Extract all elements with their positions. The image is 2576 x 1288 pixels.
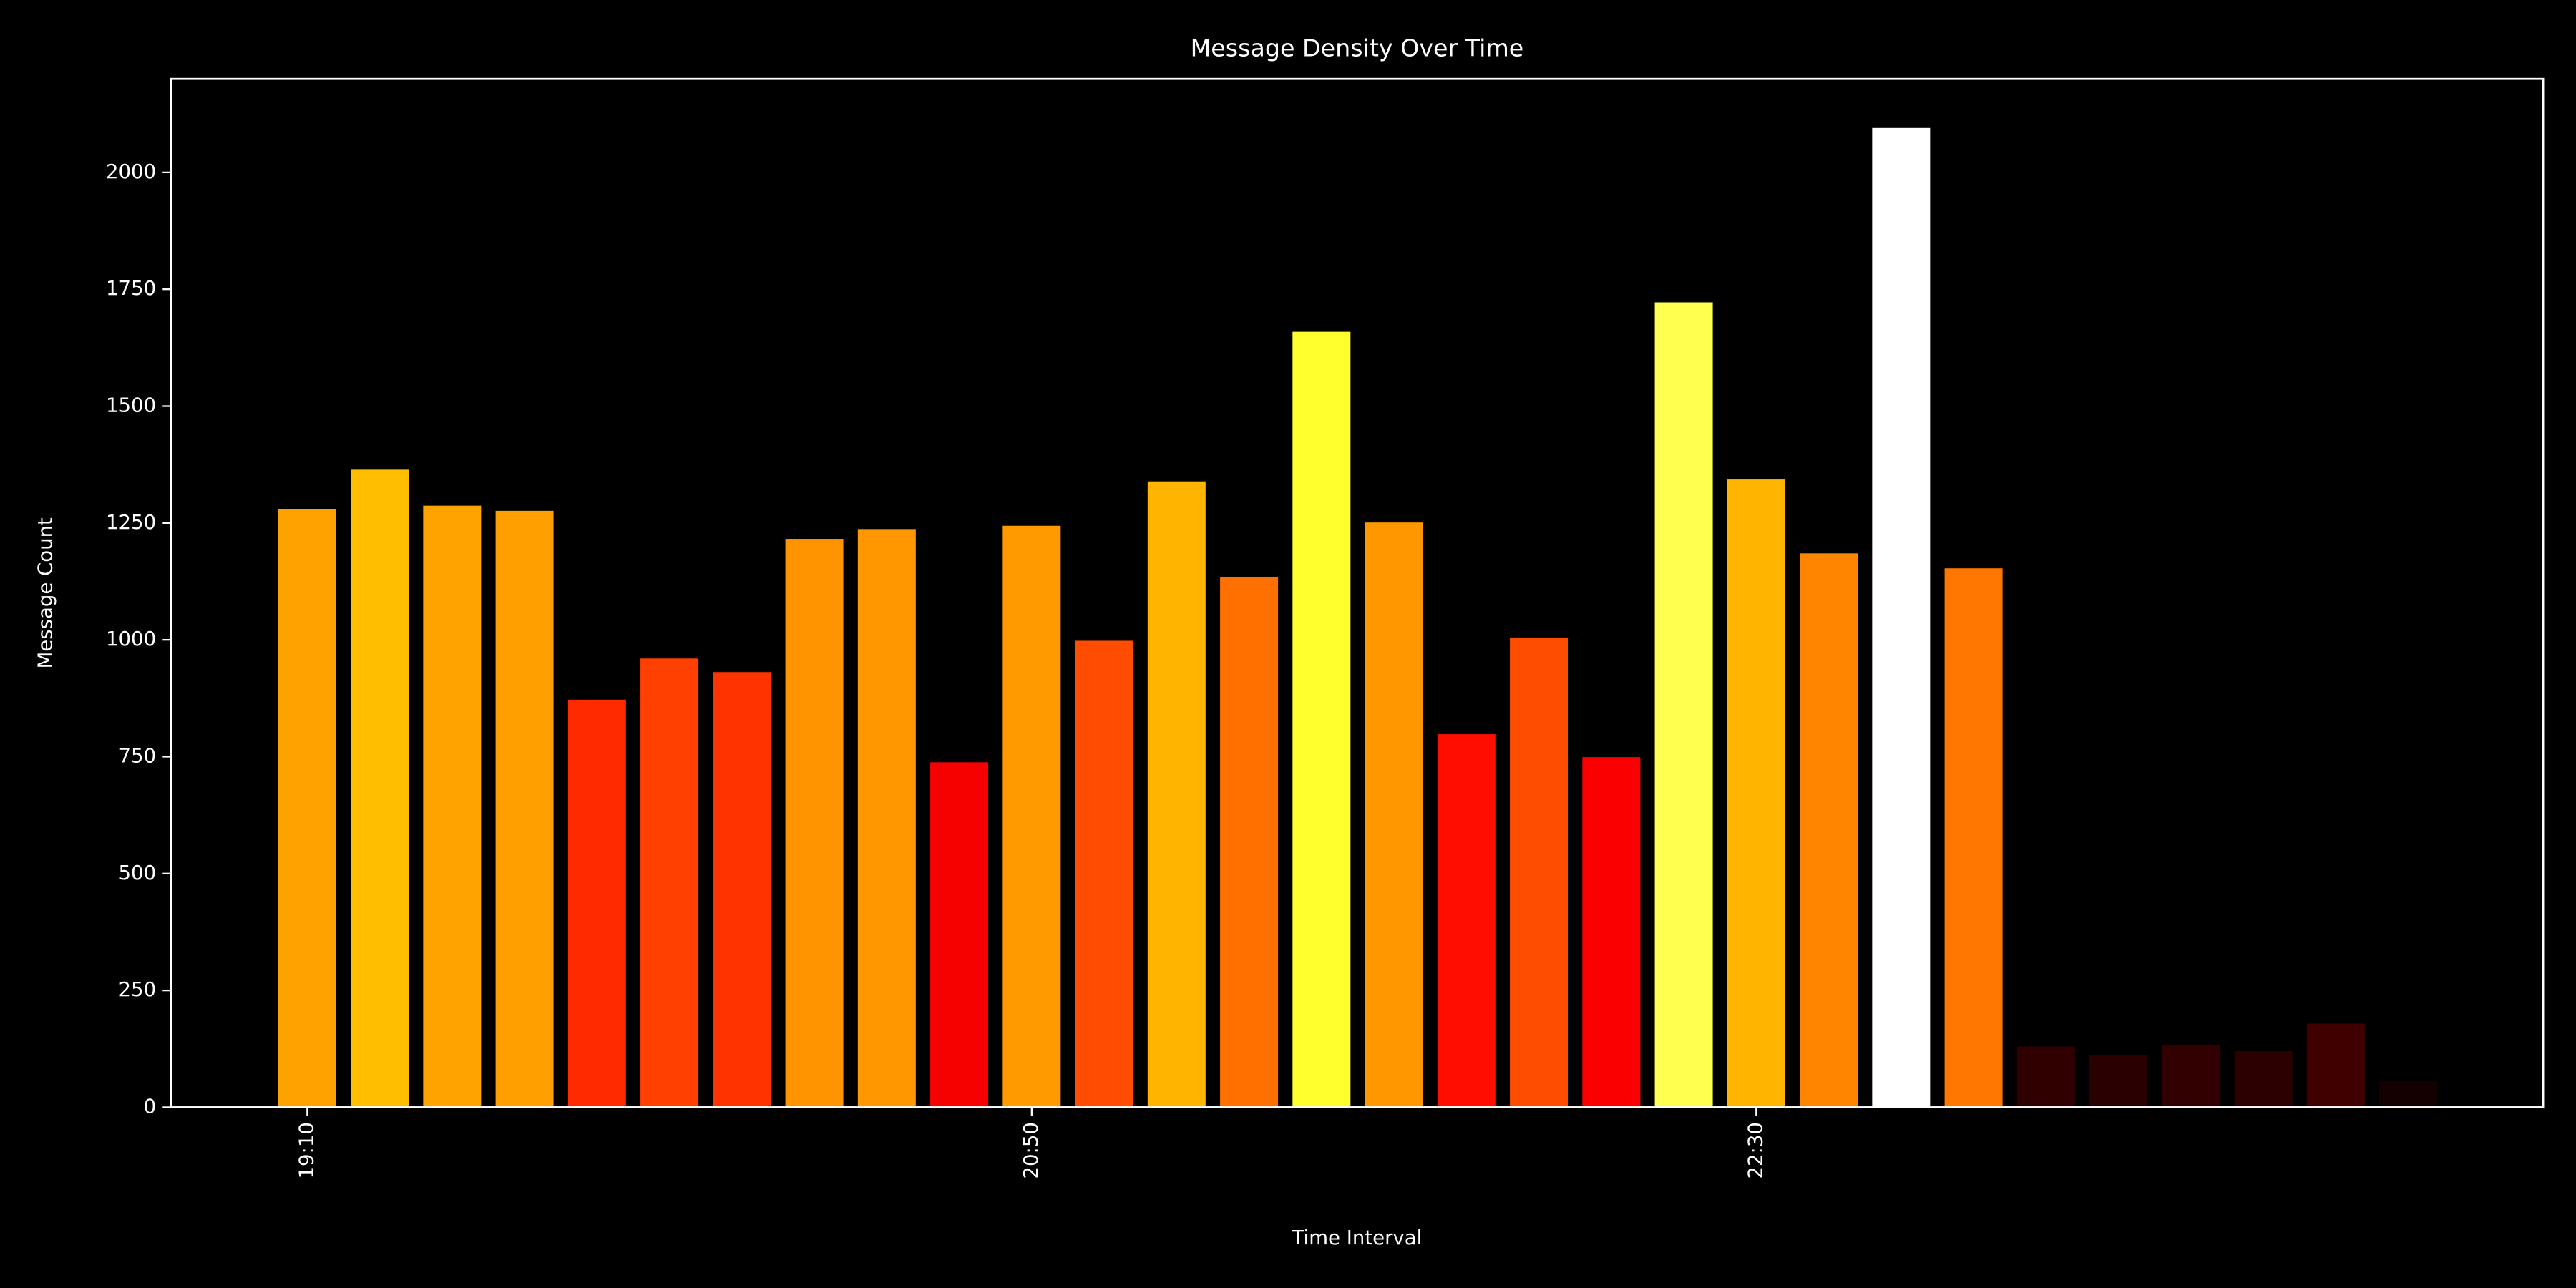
plot: 0 250 500 750 1000 1250 1500 1750 2000 19:10 20:50…	[106, 127, 2438, 1179]
bar	[1147, 481, 1206, 1108]
y-tick-label: 1750	[106, 277, 156, 300]
bar	[640, 658, 699, 1108]
bar	[2379, 1080, 2438, 1108]
x-tick-label: 20:50	[1020, 1122, 1043, 1179]
x-axis-label: Time Interval	[1292, 1226, 1423, 1249]
y-tick-label: 1250	[106, 511, 156, 534]
y-tick-label: 1500	[106, 394, 156, 417]
bar	[1002, 525, 1061, 1108]
bar	[1727, 479, 1785, 1108]
bar	[1654, 302, 1713, 1108]
x-tick-label: 19:10	[295, 1122, 318, 1179]
bar	[351, 469, 409, 1108]
bar	[1075, 640, 1133, 1108]
bar	[567, 699, 626, 1108]
bar	[1872, 127, 1931, 1108]
bar	[2016, 1046, 2075, 1108]
bar	[1437, 734, 1496, 1108]
bar	[423, 505, 482, 1108]
bar	[2089, 1055, 2148, 1108]
bar	[2234, 1051, 2293, 1108]
bar	[1220, 576, 1279, 1108]
y-tick-label: 250	[119, 978, 157, 1001]
bar	[1292, 331, 1351, 1108]
bar	[713, 672, 771, 1108]
chart-title: Message Density Over Time	[1191, 34, 1524, 62]
y-tick-label: 750	[119, 744, 157, 767]
bar	[1365, 522, 1423, 1108]
bar	[1582, 757, 1641, 1108]
bar	[785, 539, 844, 1108]
y-tick-label: 2000	[106, 160, 156, 183]
bar	[2306, 1023, 2365, 1108]
bar	[495, 510, 554, 1108]
bar	[278, 509, 336, 1108]
bar	[1800, 553, 1858, 1108]
plot-frame	[170, 77, 2545, 1108]
y-tick-label: 500	[119, 862, 157, 884]
y-tick-label: 1000	[106, 628, 156, 650]
bar	[1944, 568, 2003, 1108]
y-tick-label: 0	[144, 1095, 157, 1118]
x-tick-label: 22:30	[1744, 1122, 1767, 1179]
bar	[1510, 637, 1568, 1108]
bar	[2162, 1044, 2220, 1108]
bar	[857, 529, 916, 1108]
bar	[930, 762, 989, 1108]
y-axis-label: Message Count	[34, 517, 57, 668]
